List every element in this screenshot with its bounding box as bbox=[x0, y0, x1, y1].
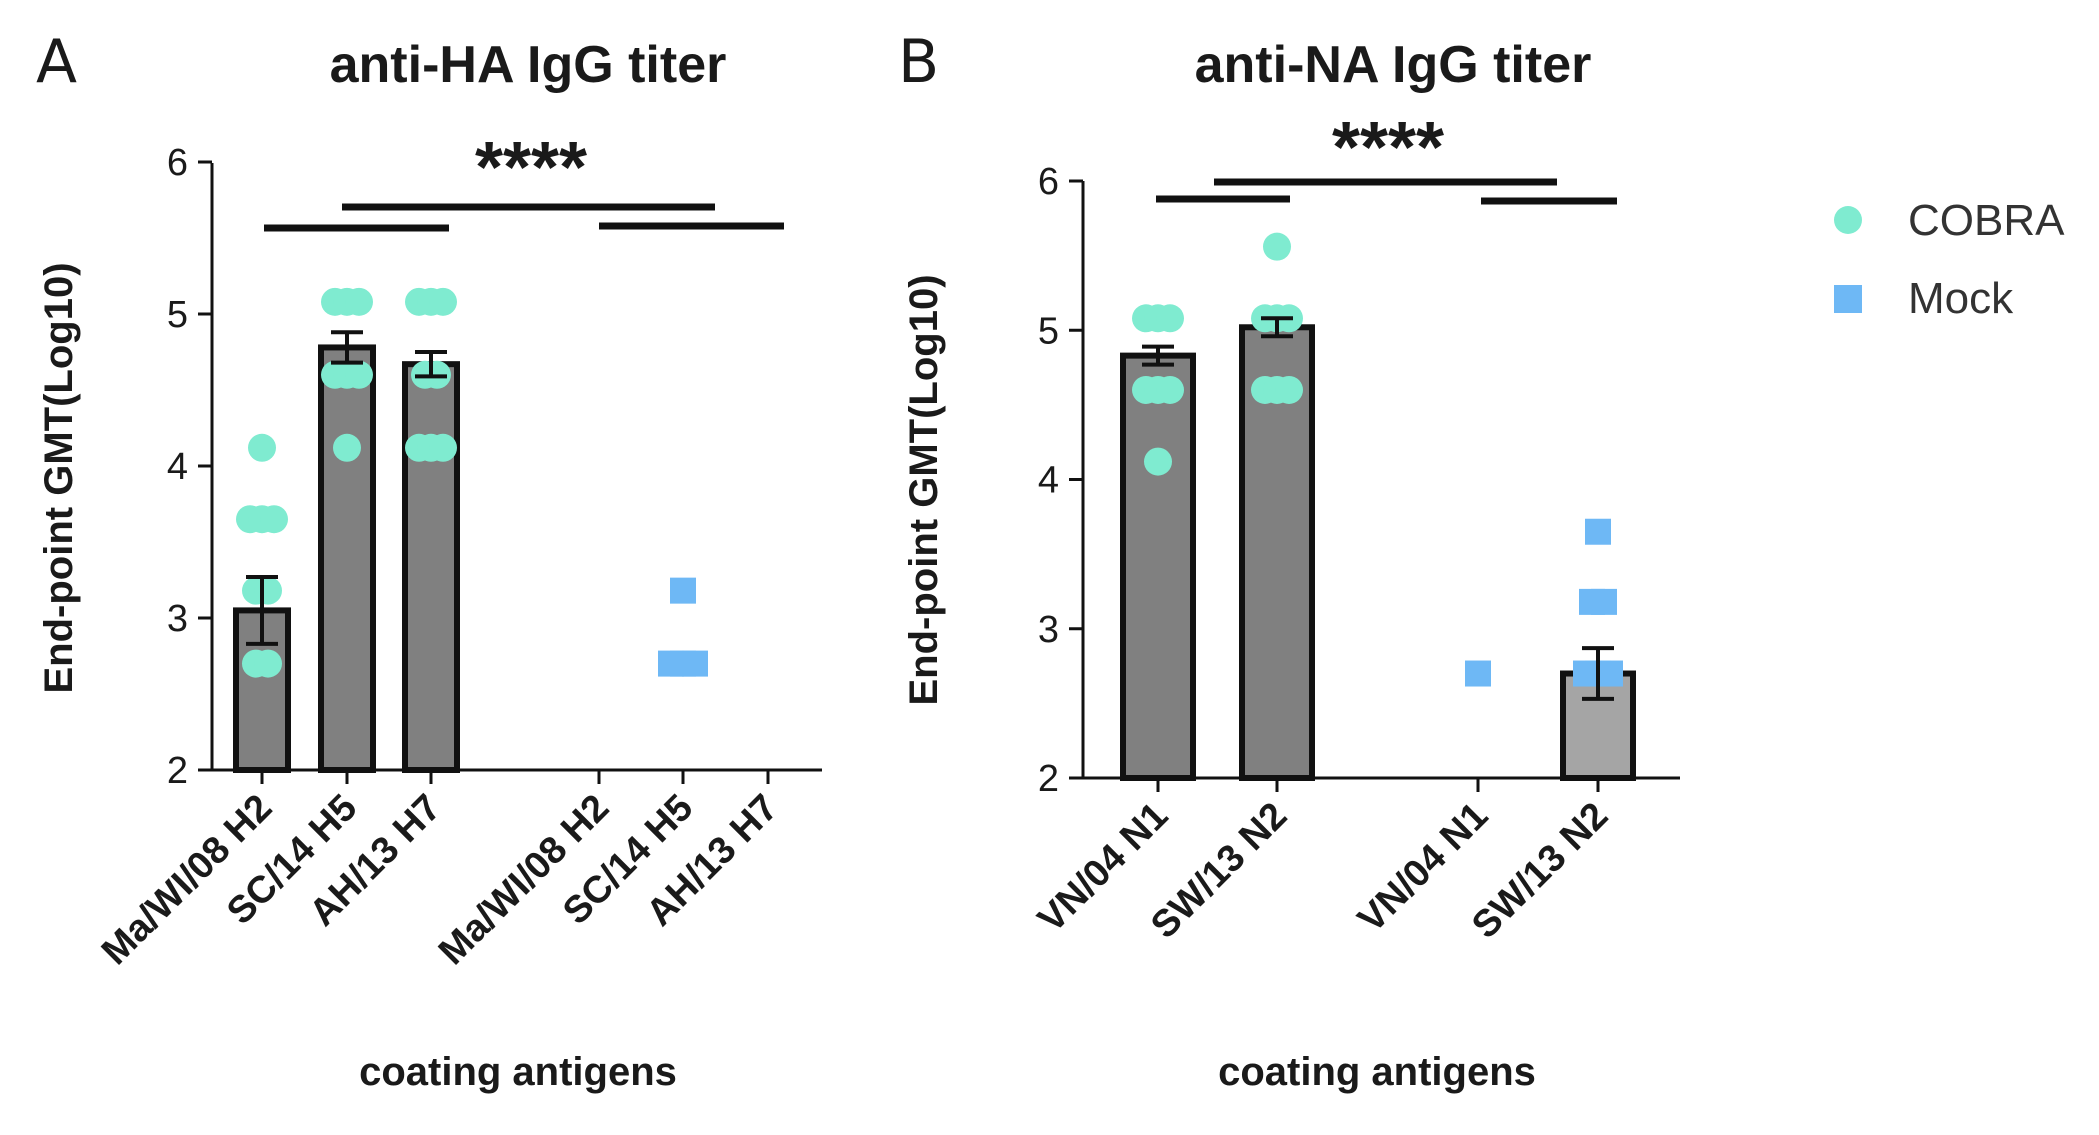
error-bar-a-0 bbox=[246, 574, 278, 646]
error-bar-a-2 bbox=[415, 350, 447, 379]
panel-b-letter: B bbox=[898, 27, 939, 97]
panel-a-y-tick-label: 2 bbox=[167, 750, 188, 792]
panel-b-comparison-brackets bbox=[1156, 178, 1617, 205]
mock-point bbox=[1597, 660, 1623, 687]
panel-a-title: anti-HA IgG titer bbox=[330, 36, 727, 94]
error-bar-b-3 bbox=[1582, 646, 1614, 701]
cobra-point bbox=[1156, 375, 1184, 404]
cobra-point bbox=[260, 505, 288, 534]
panel-a-significance: **** bbox=[475, 128, 587, 208]
panel-b-y-axis-label: End-point GMT(Log10) bbox=[902, 274, 946, 705]
panel-b-y-tick-label: 3 bbox=[1038, 609, 1059, 651]
legend-mock-label: Mock bbox=[1908, 274, 2014, 323]
bar-b-0 bbox=[1120, 352, 1196, 781]
mock-point bbox=[682, 650, 708, 677]
panel-b-y-tick-label: 4 bbox=[1038, 460, 1059, 502]
legend: COBRA Mock bbox=[1834, 196, 2065, 323]
panel-a-y-tick-label: 3 bbox=[167, 598, 188, 640]
panel-b-y-tick-label: 5 bbox=[1038, 310, 1059, 352]
panel-b-x-axis-label: coating antigens bbox=[1218, 1050, 1536, 1094]
legend-cobra-marker bbox=[1834, 206, 1862, 234]
panel-b: B anti-NA IgG titer End-point GMT(Log10)… bbox=[898, 27, 1680, 1094]
mock-point bbox=[1585, 518, 1611, 545]
mock-point bbox=[1591, 588, 1617, 615]
mock-point bbox=[670, 577, 696, 604]
panel-a-y-ticks: 2 3 4 5 6 bbox=[167, 142, 212, 792]
bar-a-1 bbox=[318, 344, 376, 773]
panel-b-significance: **** bbox=[1332, 108, 1444, 188]
cobra-point bbox=[345, 360, 373, 389]
cobra-point bbox=[248, 433, 276, 462]
cobra-point bbox=[1156, 304, 1184, 333]
panel-a-y-axis-label: End-point GMT(Log10) bbox=[37, 262, 81, 693]
panel-b-error-bars bbox=[1142, 316, 1614, 701]
panel-b-points bbox=[1132, 232, 1623, 687]
panel-a-error-bars bbox=[246, 330, 447, 646]
panel-a-y-tick-label: 5 bbox=[167, 294, 188, 336]
cobra-point bbox=[345, 287, 373, 316]
error-bar-a-1 bbox=[331, 330, 363, 365]
panel-a-y-tick-label: 4 bbox=[167, 446, 188, 488]
cobra-point bbox=[254, 576, 282, 605]
panel-a-bars bbox=[233, 344, 460, 774]
panel-b-y-ticks: 2 3 4 5 6 bbox=[1038, 161, 1083, 800]
legend-item-mock: Mock bbox=[1834, 274, 2014, 323]
mock-point bbox=[1465, 660, 1491, 687]
cobra-point bbox=[1263, 232, 1291, 261]
cobra-point bbox=[1275, 375, 1303, 404]
bar-a-2 bbox=[402, 361, 460, 773]
legend-cobra-label: COBRA bbox=[1908, 196, 2065, 245]
panel-a-y-tick-label: 6 bbox=[167, 142, 188, 184]
panel-b-y-axis: 2 3 4 5 6 bbox=[1038, 161, 1085, 800]
error-bar-b-1 bbox=[1261, 316, 1293, 339]
panel-a-points bbox=[236, 287, 708, 678]
panel-a: A anti-HA IgG titer End-point GMT(Log10)… bbox=[36, 27, 822, 1094]
legend-item-cobra: COBRA bbox=[1834, 196, 2065, 245]
panel-b-bars bbox=[1120, 324, 1636, 782]
cobra-point bbox=[1144, 447, 1172, 476]
panel-a-y-axis: 2 3 4 5 6 bbox=[167, 142, 214, 792]
error-bar-b-0 bbox=[1142, 344, 1174, 367]
panel-b-y-tick-label: 6 bbox=[1038, 161, 1059, 203]
legend-mock-marker bbox=[1834, 285, 1862, 313]
panel-a-x-axis-label: coating antigens bbox=[359, 1050, 677, 1094]
panel-b-title: anti-NA IgG titer bbox=[1195, 36, 1592, 94]
cobra-point bbox=[254, 649, 282, 678]
panel-a-comparison-brackets bbox=[264, 203, 784, 232]
panel-b-y-tick-label: 2 bbox=[1038, 758, 1059, 800]
cobra-point bbox=[429, 287, 457, 316]
cobra-point bbox=[429, 433, 457, 462]
cobra-point bbox=[333, 433, 361, 462]
panel-a-letter: A bbox=[36, 27, 77, 97]
